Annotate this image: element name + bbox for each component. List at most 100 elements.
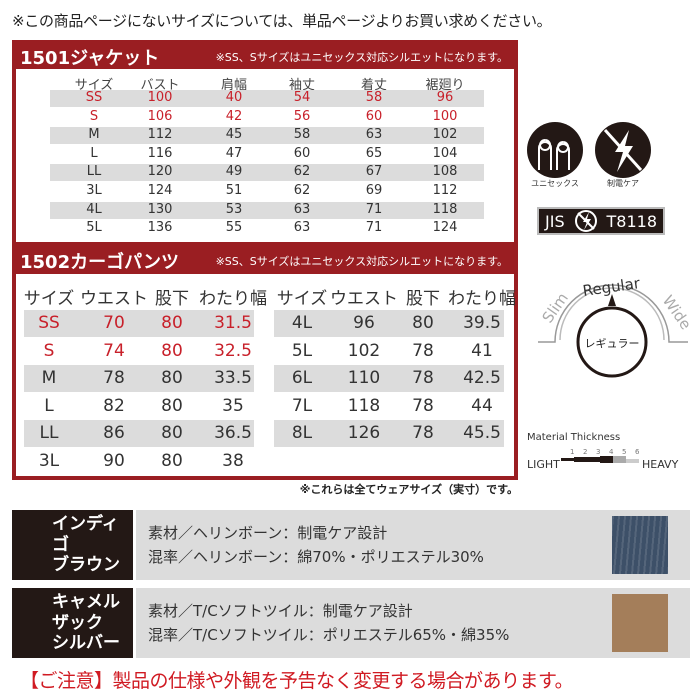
table-cell: 110 xyxy=(347,368,381,388)
product-description: 素材／T/Cソフトツイル：制電ケア設計 混率／T/Cソフトツイル：ポリエステル65… xyxy=(136,588,690,658)
table-cell: 71 xyxy=(365,220,383,236)
pants-header-band: 1502カーゴパンツ ※SS、Sサイズはユニセックス対応シルエットになります。 xyxy=(16,248,514,274)
color-name-line: ブラウン xyxy=(52,555,120,576)
table-cell: 6L xyxy=(291,368,313,388)
table-cell: 33.5 xyxy=(214,368,252,388)
thickness-segment xyxy=(587,456,600,463)
table-cell: LL xyxy=(39,423,59,443)
thickness-heavy: HEAVY xyxy=(642,458,679,471)
table-cell: L xyxy=(90,145,98,161)
row-stripe xyxy=(274,420,504,447)
table-cell: 53 xyxy=(225,201,243,217)
column-header: 着丈 xyxy=(360,78,388,93)
product-description: 素材／ヘリンボーン：制電ケア設計混率／ヘリンボーン：綿70%・ポリエステル30% xyxy=(136,510,690,580)
table-cell: 4L xyxy=(291,313,313,333)
row-stripe xyxy=(50,164,484,182)
thickness-tick: 3 xyxy=(596,448,601,456)
table-cell: 45.5 xyxy=(463,423,501,443)
dimension-note: ※これらは全てウェアサイズ（実寸）です。 xyxy=(299,483,518,496)
table-cell: SS xyxy=(85,90,103,105)
table-cell: 80 xyxy=(161,368,183,388)
table-cell: 62 xyxy=(293,164,311,180)
jacket-size-table: 1501ジャケット ※SS、Sサイズはユニセックス対応シルエットになります。 サ… xyxy=(12,40,518,246)
table-cell: 116 xyxy=(147,145,173,161)
column-header: ウエスト xyxy=(330,289,398,309)
column-header: サイズ xyxy=(23,289,75,309)
table-cell: 80 xyxy=(161,313,183,333)
pants-note: ※SS、Sサイズはユニセックス対応シルエットになります。 xyxy=(215,255,508,268)
pants-title: 1502カーゴパンツ xyxy=(20,252,179,273)
table-cell: 106 xyxy=(147,108,173,124)
table-cell: 5L xyxy=(291,340,313,361)
feature-icons xyxy=(527,122,651,178)
table-cell: 63 xyxy=(293,220,311,236)
table-cell: 112 xyxy=(147,127,173,143)
table-cell: 78 xyxy=(412,395,434,416)
row-stripe xyxy=(24,310,254,337)
product-color-name: キャメル ザック シルバー xyxy=(12,588,133,658)
jis-badge: JIS T8118 xyxy=(537,207,665,235)
table-cell: SS xyxy=(38,313,60,333)
table-cell: 80 xyxy=(161,395,183,416)
change-notice: 【ご注意】製品の仕様や外観を予告なく変更する場合があります。 xyxy=(20,670,574,692)
table-cell: S xyxy=(43,340,55,361)
table-cell: 31.5 xyxy=(214,313,252,333)
table-cell: 51 xyxy=(225,183,243,198)
antistatic-icon xyxy=(595,122,651,178)
table-cell: 32.5 xyxy=(214,340,252,361)
color-name-line: キャメル xyxy=(52,592,120,613)
thickness-segment xyxy=(626,459,639,463)
table-cell: 8L xyxy=(291,423,313,443)
column-header: 肩幅 xyxy=(220,78,248,93)
table-cell: LL xyxy=(86,164,102,180)
thickness-segment xyxy=(613,455,626,464)
table-cell: 108 xyxy=(432,164,458,180)
table-cell: 120 xyxy=(147,164,173,180)
antistatic-mark-icon xyxy=(574,210,597,232)
table-cell: 78 xyxy=(103,368,125,388)
jacket-note: ※SS、Sサイズはユニセックス対応シルエットになります。 xyxy=(215,50,508,64)
table-cell: L xyxy=(44,395,54,416)
jis-code: T8118 xyxy=(606,211,658,231)
column-header: 袖丈 xyxy=(288,78,316,93)
table-cell: 35 xyxy=(222,395,244,416)
fabric-swatch xyxy=(612,594,668,652)
table-cell: 42 xyxy=(225,108,243,124)
column-header: サイズ xyxy=(74,78,114,93)
antistatic-label: 制電ケア xyxy=(607,179,639,188)
table-cell: 63 xyxy=(293,201,311,217)
material-text: 素材／ヘリンボーン：制電ケア設計 xyxy=(148,524,388,542)
table-cell: 124 xyxy=(432,220,458,236)
thickness-segment xyxy=(600,456,613,463)
table-cell: 74 xyxy=(103,340,125,361)
row-stripe xyxy=(274,365,504,392)
row-stripe xyxy=(24,365,254,392)
blend-text: 混率／ヘリンボーン：綿70%・ポリエステル30% xyxy=(148,548,484,566)
column-header: 股下 xyxy=(155,289,189,309)
table-cell: 100 xyxy=(147,90,173,105)
table-cell: 45 xyxy=(225,127,243,143)
color-name-line: インディゴ xyxy=(52,514,119,555)
thickness-light: LIGHT xyxy=(527,458,560,471)
table-cell: 4L xyxy=(86,201,102,217)
table-cell: 67 xyxy=(365,164,383,180)
product-color-row: キャメル ザック シルバー 素材／T/Cソフトツイル：制電ケア設計 混率／T/Cソフトツ… xyxy=(12,588,690,658)
table-cell: 100 xyxy=(432,108,458,124)
table-cell: 124 xyxy=(147,183,173,198)
product-color-name: インディゴ ブラウン xyxy=(12,510,133,580)
row-stripe xyxy=(50,201,484,219)
row-stripe xyxy=(24,420,254,447)
table-cell: 96 xyxy=(436,90,454,105)
top-note: ※この商品ページにないサイズについては、単品ページよりお買い求めください。 xyxy=(12,12,552,30)
table-cell: 69 xyxy=(365,183,383,198)
table-cell: 49 xyxy=(225,164,243,180)
table-cell: 126 xyxy=(347,423,381,443)
table-cell: 80 xyxy=(161,450,183,471)
thickness-title: Material Thickness xyxy=(527,432,621,443)
table-cell: 3L xyxy=(86,183,102,198)
column-header: サイズ xyxy=(276,289,328,309)
table-cell: 112 xyxy=(432,183,458,198)
pants-size-table: 1502カーゴパンツ ※SS、Sサイズはユニセックス対応シルエットになります。 … xyxy=(12,244,518,480)
table-cell: 90 xyxy=(103,450,125,471)
